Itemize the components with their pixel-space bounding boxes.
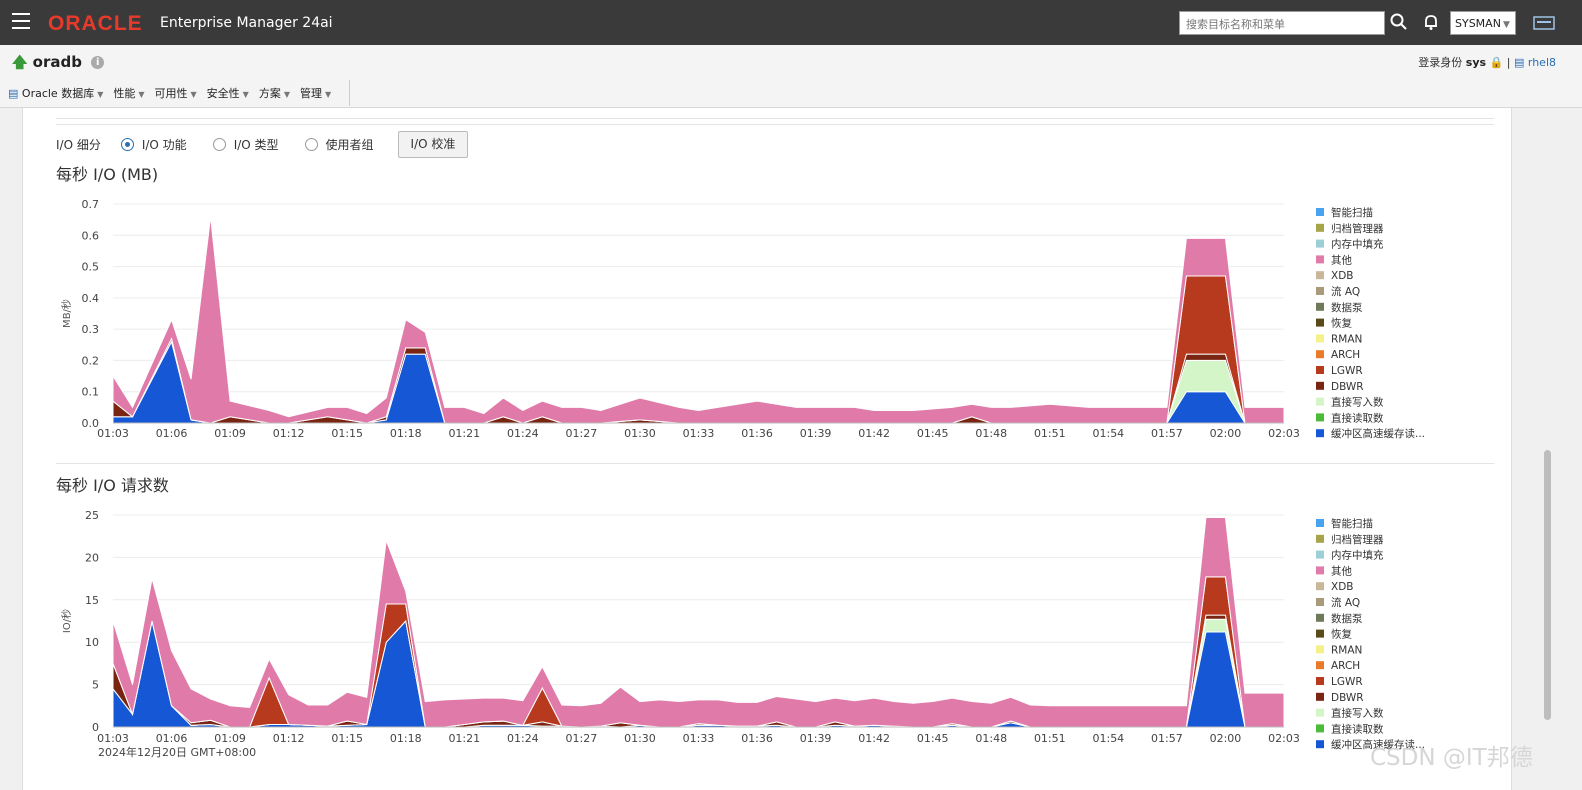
menu-availability[interactable]: 可用性 ▼ — [155, 85, 197, 101]
menu-label: 可用性 — [154, 87, 188, 100]
target-title[interactable]: 🡅 oradb i — [12, 52, 105, 77]
database-icon: ▤ — [8, 87, 19, 100]
radio-consumer-group[interactable]: 使用者组 — [304, 136, 374, 153]
scrollbar-thumb[interactable] — [1544, 450, 1551, 720]
menu-label: 性能 — [113, 87, 136, 100]
radio-selected-icon — [120, 137, 134, 151]
target-name: oradb — [32, 53, 82, 71]
chevron-down-icon: ▼ — [283, 90, 290, 99]
menu-label: 安全性 — [206, 87, 240, 100]
menu-label: 方案 — [258, 87, 281, 100]
content-panel — [22, 108, 1512, 790]
target-menu-bar: ▤ Oracle 数据库 ▼ 性能 ▼ 可用性 ▼ 安全性 ▼ 方案 ▼ 管理 ▼ — [8, 80, 351, 106]
chevron-down-icon: ▼ — [242, 90, 249, 99]
product-name: Enterprise Manager 24ai — [160, 15, 333, 31]
radio-io-function[interactable]: I/O 功能 — [120, 136, 187, 153]
login-user: sys — [1465, 56, 1487, 69]
info-icon[interactable]: i — [91, 56, 105, 69]
user-name: SYSMAN — [1455, 17, 1501, 30]
menu-administration[interactable]: 管理 ▼ — [300, 85, 331, 101]
keyboard-icon[interactable] — [1533, 15, 1555, 30]
watermark: CSDN @IT邦德 — [1370, 745, 1533, 771]
chevron-down-icon: ▼ — [190, 90, 197, 99]
host-link[interactable]: rhel8 — [1527, 56, 1556, 69]
menu-security[interactable]: 安全性 ▼ — [207, 85, 249, 101]
io-breakdown-label: I/O 细分 — [56, 137, 101, 152]
bell-icon[interactable] — [1421, 12, 1441, 32]
radio-label: I/O 类型 — [233, 137, 279, 152]
menu-schema[interactable]: 方案 ▼ — [259, 85, 290, 101]
chart-title-mb: 每秒 I/O (MB) — [56, 165, 159, 184]
chevron-down-icon: ▼ — [1502, 20, 1510, 30]
divider — [56, 124, 1494, 125]
radio-io-type[interactable]: I/O 类型 — [212, 136, 279, 153]
chevron-down-icon: ▼ — [97, 90, 104, 99]
menu-performance[interactable]: 性能 ▼ — [113, 85, 144, 101]
lock-icon: 🔒 — [1489, 56, 1504, 69]
radio-icon — [212, 137, 226, 151]
login-info: 登录身份 sys 🔒 | ▤ rhel8 — [1418, 56, 1556, 69]
radio-label: I/O 功能 — [141, 137, 187, 152]
divider — [56, 118, 1494, 119]
radio-label: 使用者组 — [325, 137, 374, 152]
top-bar: ORACLE Enterprise Manager 24ai 搜索目标名称和菜单… — [0, 0, 1582, 45]
menu-oracle-database[interactable]: ▤ Oracle 数据库 ▼ — [8, 85, 103, 101]
menu-label: Oracle 数据库 — [21, 87, 95, 100]
menu-label: 管理 — [299, 87, 322, 100]
io-breakdown-row: I/O 细分 I/O 功能 I/O 类型 使用者组 I/O 校准 — [56, 130, 469, 158]
divider — [56, 463, 1494, 464]
chevron-down-icon: ▼ — [324, 90, 332, 99]
target-bar — [0, 45, 1582, 108]
radio-icon — [304, 137, 318, 151]
login-label: 登录身份 — [1418, 56, 1463, 69]
server-icon: ▤ — [1513, 56, 1525, 69]
search-input[interactable]: 搜索目标名称和菜单 — [1179, 11, 1385, 35]
oracle-logo: ORACLE — [48, 12, 143, 35]
hamburger-menu-icon[interactable] — [12, 13, 30, 29]
chart-title-requests: 每秒 I/O 请求数 — [56, 476, 169, 495]
io-calibrate-button[interactable]: I/O 校准 — [397, 130, 469, 158]
status-up-icon: 🡅 — [12, 53, 28, 71]
search-icon[interactable] — [1389, 12, 1409, 32]
chevron-down-icon: ▼ — [138, 90, 145, 99]
user-menu[interactable]: SYSMAN ▼ — [1450, 11, 1516, 35]
